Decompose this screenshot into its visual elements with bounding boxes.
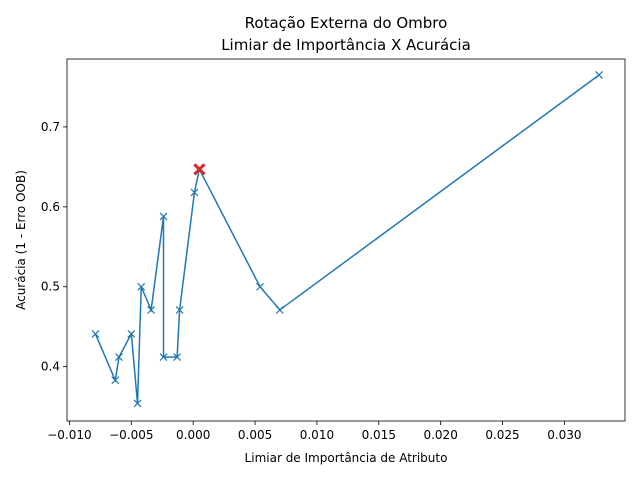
chart-subtitle: Limiar de Importância X Acurácia	[221, 36, 471, 54]
data-point	[147, 305, 156, 314]
x-axis: −0.010 −0.005 0.000 0.005 0.010 0.015 0.020 0.0…	[47, 421, 582, 442]
x-tick-label: 0.025	[485, 428, 519, 442]
data-point	[91, 329, 100, 338]
x-tick-label: 0.010	[300, 428, 334, 442]
y-tick-label: 0.7	[41, 120, 60, 134]
y-axis-label: Acurácia (1 - Erro OOB)	[14, 170, 28, 310]
data-point	[275, 305, 284, 314]
x-tick-label: 0.020	[423, 428, 457, 442]
x-tick-label: 0.005	[238, 428, 272, 442]
data-point	[175, 305, 184, 314]
plot-frame	[66, 58, 626, 422]
best-point-marker	[193, 163, 206, 176]
highlight-point	[193, 163, 206, 176]
data-point	[173, 353, 182, 361]
x-tick-label: 0.000	[176, 428, 210, 442]
x-tick-label: 0.030	[547, 428, 581, 442]
data-point	[115, 353, 123, 361]
data-point	[595, 71, 603, 79]
data-point	[159, 212, 168, 221]
data-point	[111, 376, 120, 385]
x-tick-label: 0.015	[362, 428, 396, 442]
y-tick-label: 0.5	[41, 280, 60, 294]
data-point	[159, 353, 168, 361]
y-axis: 0.4 0.5 0.6 0.7	[41, 120, 67, 374]
data-point	[190, 188, 199, 197]
data-point	[256, 282, 264, 291]
chart-title: Rotação Externa do Ombro	[245, 14, 448, 32]
x-tick-label: −0.010	[47, 428, 91, 442]
data-point	[137, 282, 146, 291]
y-tick-label: 0.4	[41, 360, 60, 374]
data-point	[127, 329, 136, 338]
data-point	[133, 399, 142, 408]
y-tick-label: 0.6	[41, 200, 60, 214]
series-line	[94, 74, 600, 404]
x-tick-label: −0.005	[109, 428, 153, 442]
x-axis-label: Limiar de Importância de Atributo	[245, 451, 448, 465]
